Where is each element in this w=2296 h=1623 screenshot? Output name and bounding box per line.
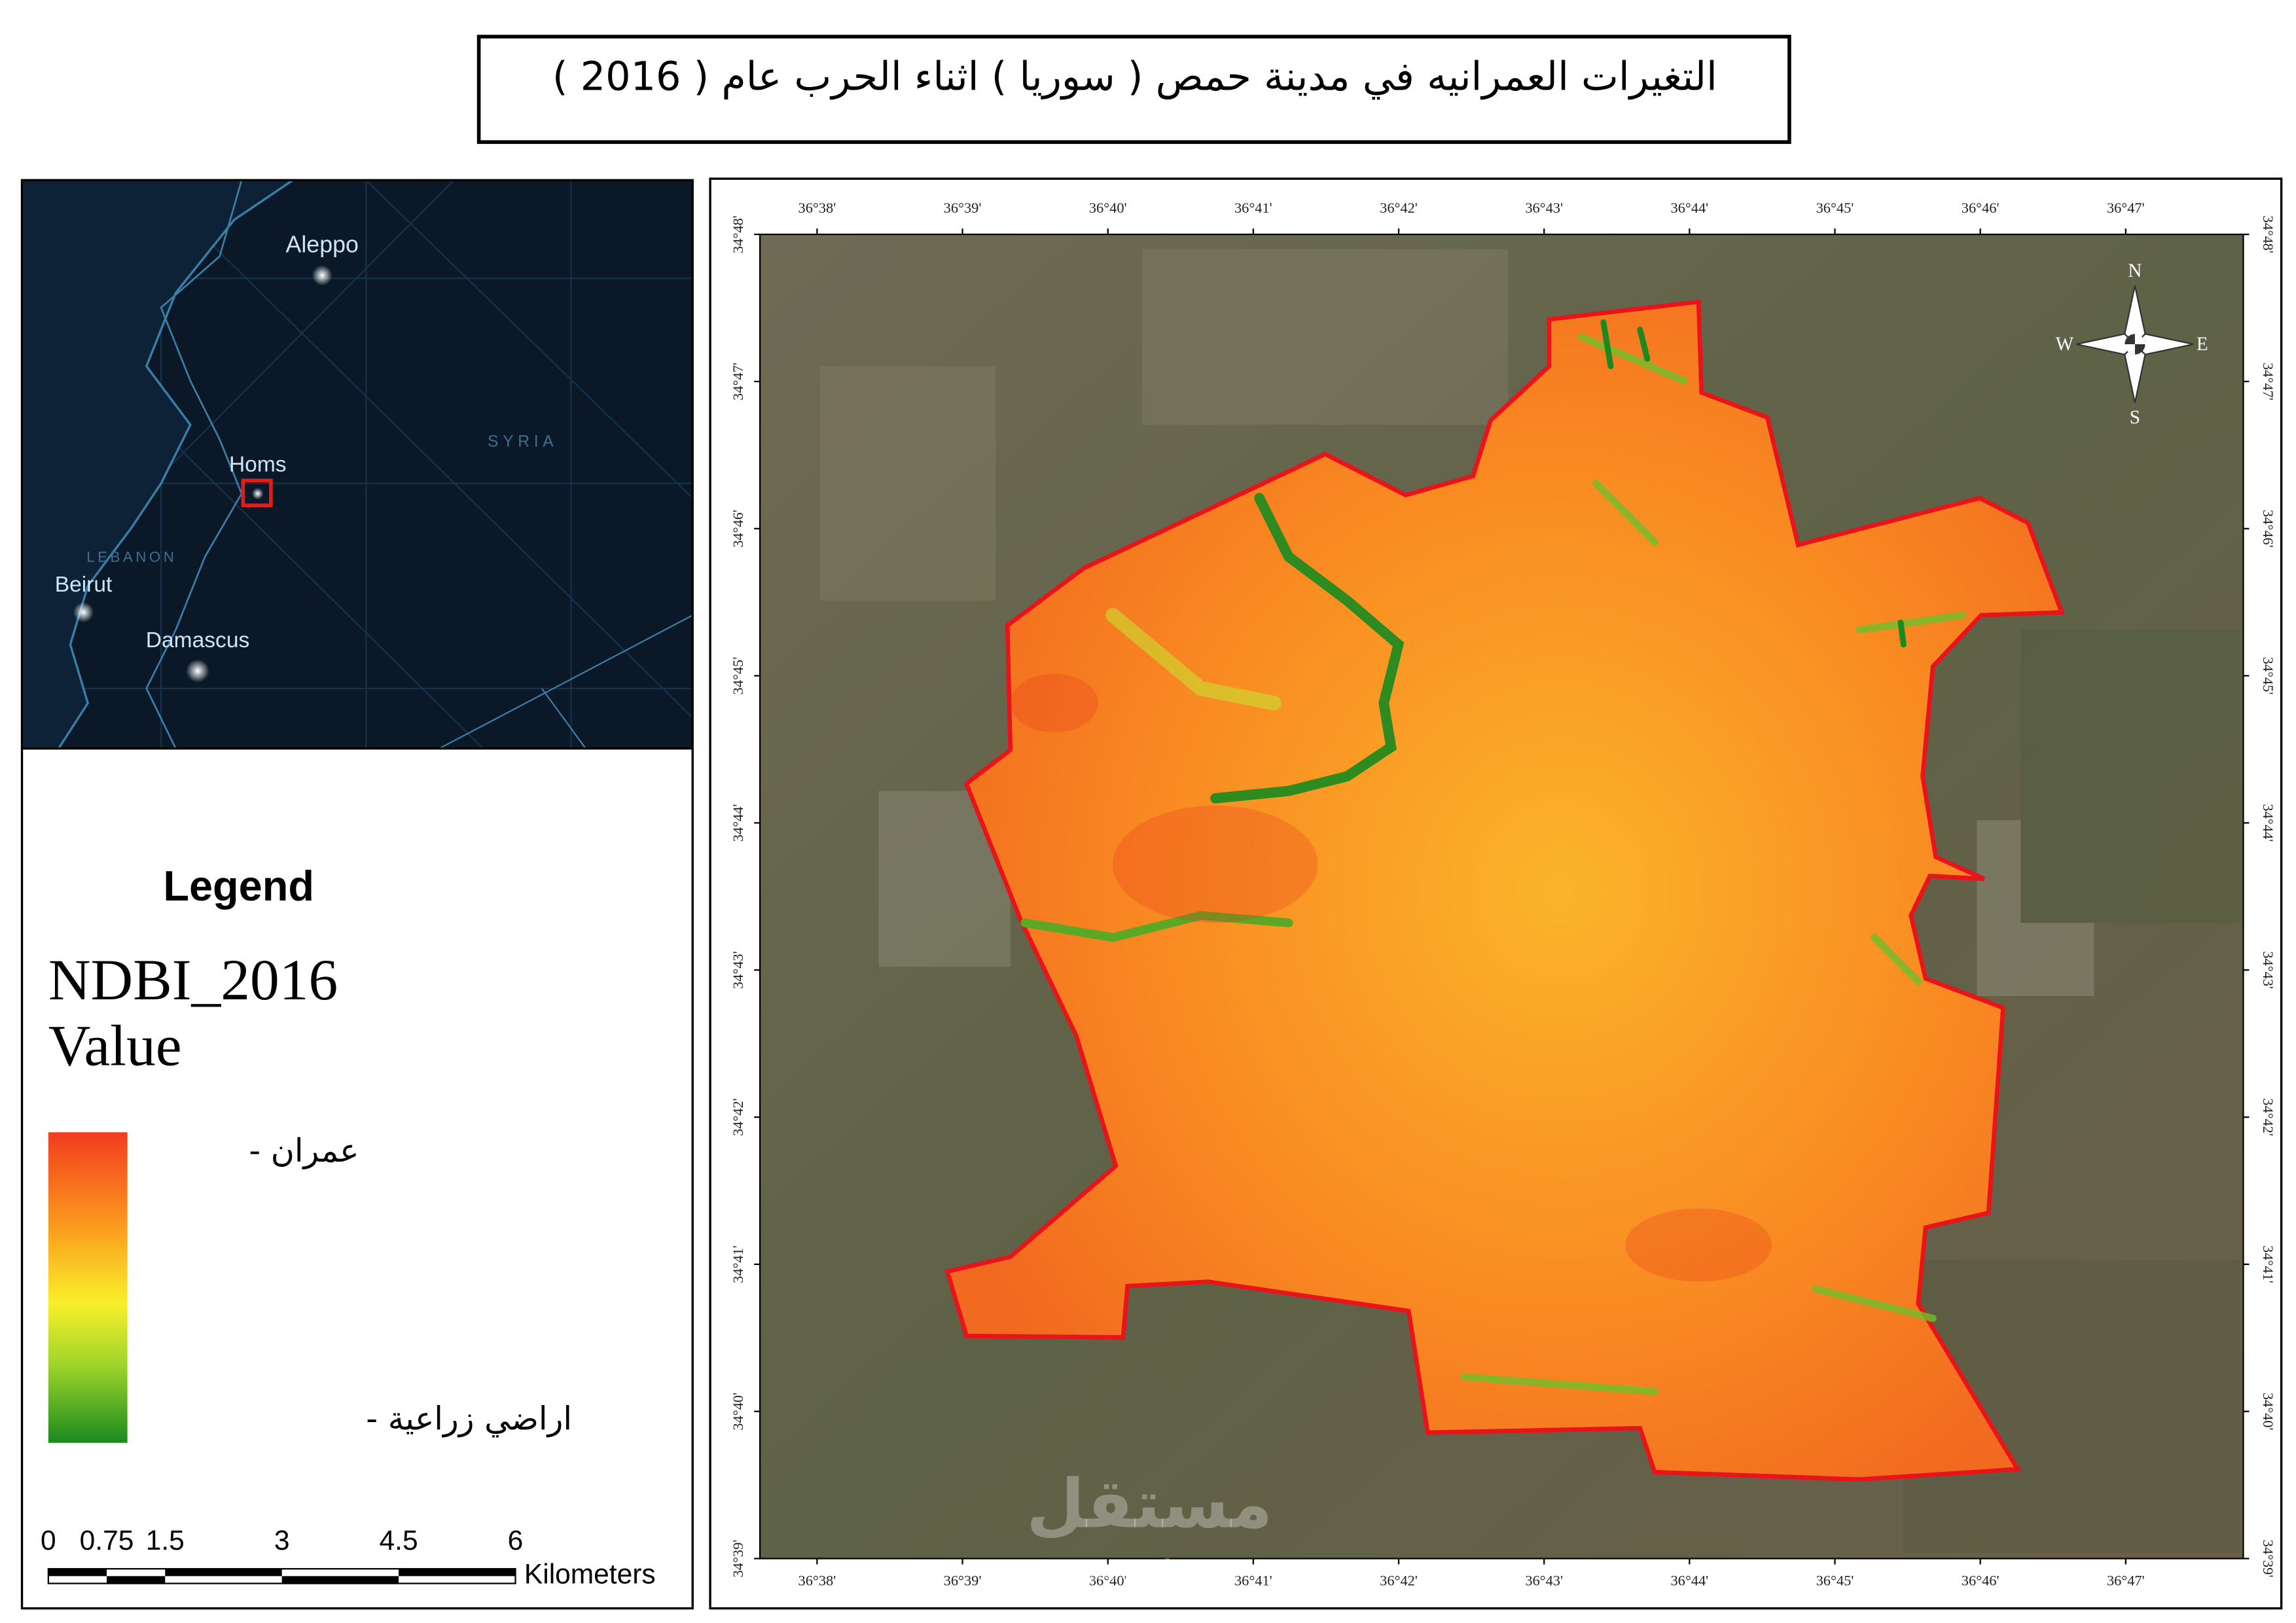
hotspots (1010, 673, 1772, 1282)
legend-low-label: اراضي زراعية - (366, 1400, 572, 1438)
map-title: التغيرات العمرانيه في مدينة حمص ( سوريا … (552, 54, 1717, 99)
longitude-label: 36°40' (1089, 200, 1127, 216)
vegetation (1020, 319, 1966, 1395)
border (145, 179, 243, 749)
north-arrow (2076, 285, 2194, 403)
scale-segment (165, 1569, 282, 1577)
latitude-label: 34°39' (2260, 1540, 2276, 1578)
legend-title: Legend (163, 862, 314, 910)
longitude-label: 36°43' (1525, 1572, 1563, 1588)
latitude-label: 34°43' (2260, 951, 2276, 989)
legend-high-label: عمران - (249, 1132, 359, 1169)
longitude-label: 36°44' (1670, 1572, 1708, 1588)
border (439, 615, 693, 749)
longitude-label: 36°42' (1380, 200, 1418, 216)
latitude-label: 34°42' (730, 1098, 746, 1136)
graticule: 36°38' 36°38' 36°39' 36°39' 36°40' 36°40' 36°4… (730, 200, 2276, 1588)
coastline (20, 179, 296, 750)
legend-layer: NDBI_2016 (48, 948, 338, 1012)
latitude-label: 34°40' (730, 1393, 746, 1431)
homs-marker (241, 478, 273, 507)
longitude-label: 36°39' (944, 200, 982, 216)
longitude-label: 36°43' (1525, 200, 1563, 216)
latitude-label: 34°47' (730, 363, 746, 401)
city-dot (73, 601, 94, 623)
scale-segment (399, 1569, 516, 1577)
compass-w: W (2056, 334, 2074, 355)
latitude-label: 34°40' (2260, 1393, 2276, 1431)
scale-bar: 0 0.75 1.5 3 4.5 6 (41, 1525, 524, 1584)
legend-field: Value (48, 1014, 182, 1079)
longitude-label: 36°41' (1234, 1572, 1272, 1588)
compass-e: E (2197, 334, 2208, 355)
country-label: LEBANON (86, 549, 177, 565)
latitude-label: 34°45' (2260, 657, 2276, 695)
city-dot (312, 265, 332, 286)
scale-label: 1.5 (146, 1525, 185, 1556)
scale-segment (107, 1576, 166, 1584)
longitude-label: 36°38' (798, 1572, 836, 1588)
watermark: مستقل (1026, 1465, 1272, 1544)
scale-segment (48, 1569, 107, 1577)
study-area (944, 299, 2065, 1482)
city-label: Beirut (55, 573, 113, 597)
latitude-label: 34°41' (2260, 1245, 2276, 1283)
city-dot (251, 488, 264, 500)
compass-s: S (2130, 407, 2140, 428)
latitude-label: 34°48' (2260, 215, 2276, 253)
watermark: mostaql.com (1059, 1553, 1240, 1586)
scale-label: 0 (41, 1525, 56, 1556)
scale-unit: Kilometers (524, 1560, 656, 1590)
longitude-label: 36°38' (798, 200, 836, 216)
latitude-label: 34°46' (730, 510, 746, 548)
latitude-label: 34°47' (2260, 363, 2276, 401)
scale-label: 0.75 (80, 1525, 134, 1556)
longitude-label: 36°40' (1089, 1572, 1127, 1588)
city-label: Aleppo (285, 231, 358, 257)
latitude-label: 34°44' (2260, 804, 2276, 842)
longitude-label: 36°41' (1234, 200, 1272, 216)
longitude-label: 36°46' (1962, 200, 2000, 216)
latitude-label: 34°42' (2260, 1098, 2276, 1136)
city-dot (186, 659, 209, 683)
latitude-label: 34°45' (730, 657, 746, 695)
country-label: SYRIA (488, 433, 558, 450)
satellite-texture (819, 249, 2240, 1553)
latitude-label: 34°48' (730, 215, 746, 253)
scale-segment (281, 1576, 399, 1584)
latitude-label: 34°44' (730, 804, 746, 842)
city-label: Homs (229, 453, 287, 477)
longitude-label: 36°45' (1816, 1572, 1854, 1588)
latitude-label: 34°41' (730, 1245, 746, 1283)
longitude-label: 36°45' (1816, 200, 1854, 216)
longitude-label: 36°39' (944, 1572, 982, 1588)
left-frame (20, 179, 694, 1610)
title-box (476, 35, 1791, 144)
latitude-label: 34°43' (730, 951, 746, 989)
scale-label: 3 (274, 1525, 290, 1556)
longitude-label: 36°42' (1380, 1572, 1418, 1588)
longitude-label: 36°44' (1670, 200, 1708, 216)
city-label: Damascus (146, 628, 249, 652)
longitude-label: 36°46' (1962, 1572, 2000, 1588)
longitude-label: 36°47' (2107, 1572, 2145, 1588)
compass-n: N (2128, 260, 2142, 281)
latitude-label: 34°39' (730, 1540, 746, 1578)
scale-label: 6 (508, 1525, 524, 1556)
latitude-label: 34°46' (2260, 510, 2276, 548)
color-ramp (48, 1132, 128, 1443)
scale-label: 4.5 (380, 1525, 418, 1556)
longitude-label: 36°47' (2107, 200, 2145, 216)
